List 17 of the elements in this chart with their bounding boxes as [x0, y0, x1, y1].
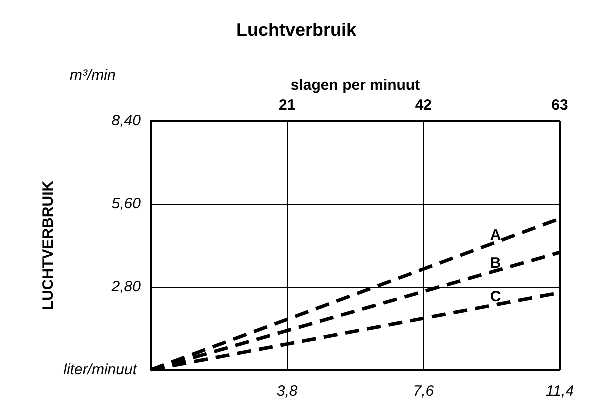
y-tick-label: 5,60	[112, 196, 142, 212]
x2-tick-label: 42	[415, 97, 432, 114]
x2-tick-label: 21	[278, 97, 296, 114]
x2-axis-title: slagen per minuut	[290, 77, 420, 94]
text: m³/min	[70, 67, 116, 84]
y-tick-label: 2,80	[110, 278, 142, 296]
x-axis-title: liter/minuut	[64, 362, 138, 378]
y-tick-label: 8,40	[112, 112, 142, 130]
x-tick-label: 7,6	[413, 383, 435, 400]
series-label: A	[490, 227, 502, 244]
x-tick-label: 3,8	[276, 383, 298, 400]
series-label: C	[490, 288, 502, 306]
x-tick-label: 11,4	[546, 383, 574, 400]
x2-tick-label: 63	[552, 97, 568, 114]
series-label: B	[490, 255, 502, 272]
chart-title: Luchtverbruik	[236, 20, 358, 40]
y-axis-title: LUCHTVERBRUIK	[40, 180, 57, 310]
